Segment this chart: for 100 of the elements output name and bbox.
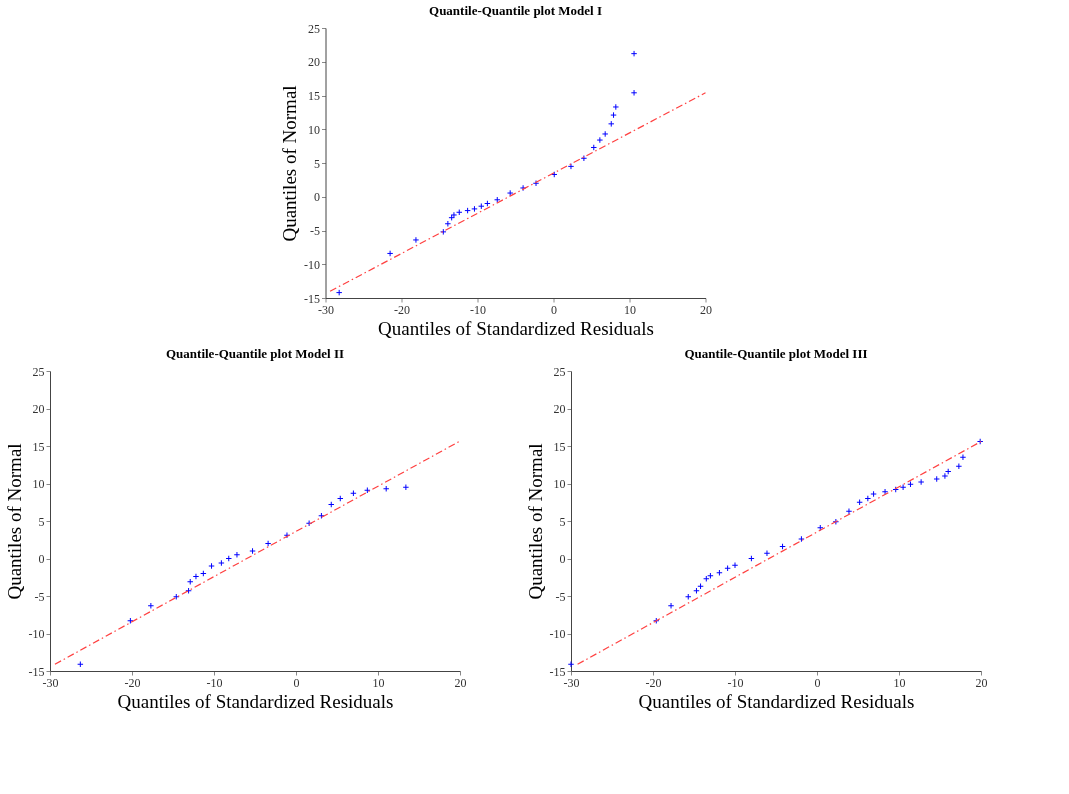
point	[899, 484, 907, 491]
x-tick-label: -10	[727, 675, 744, 690]
point	[763, 550, 771, 557]
x-tick-label: -20	[394, 302, 410, 317]
y-tick-label: 25	[32, 364, 45, 379]
point	[731, 562, 739, 569]
y-tick-label: -15	[304, 291, 320, 306]
y-tick-label: -15	[28, 664, 45, 679]
y-tick-label: 10	[32, 477, 45, 491]
point	[596, 136, 604, 144]
point	[519, 184, 527, 192]
y-tick-label: -15	[549, 664, 566, 679]
point	[382, 485, 390, 492]
point	[440, 228, 447, 236]
point	[218, 559, 225, 567]
y-tick-label: -10	[549, 627, 566, 641]
x-tick-label: -10	[470, 302, 486, 317]
point	[630, 89, 638, 97]
y-tick-label: -5	[555, 589, 566, 604]
point	[506, 189, 514, 197]
chart-title: Quantile-Quantile plot Model II	[165, 346, 345, 361]
point	[630, 50, 638, 57]
y-tick-label: 0	[38, 552, 45, 566]
x-tick-label: -20	[645, 675, 662, 690]
y-tick-label: 20	[32, 402, 45, 416]
point	[471, 205, 478, 213]
y-tick-label: 5	[38, 514, 45, 529]
point	[941, 472, 949, 480]
y-tick-label: 15	[553, 439, 566, 454]
y-tick-label: -10	[28, 627, 45, 641]
point	[612, 103, 620, 111]
y-tick-label: 5	[314, 156, 320, 171]
point	[881, 488, 889, 495]
point	[864, 495, 872, 502]
x-tick-label: 10	[624, 302, 636, 317]
point	[249, 547, 256, 555]
y-tick-label: 25	[308, 21, 320, 36]
point	[590, 144, 598, 151]
y-tick-label: 10	[553, 477, 566, 491]
y-tick-label: 10	[308, 122, 320, 137]
x-tick-label: -30	[42, 675, 59, 690]
point	[955, 463, 963, 470]
point	[233, 551, 241, 558]
x-axis-title: Quantiles of Standardized Residuals	[378, 317, 654, 339]
x-tick-label: 0	[293, 675, 300, 690]
x-tick-label: 10	[893, 675, 906, 690]
x-tick-label: 20	[454, 675, 467, 690]
y-tick-label: -5	[310, 224, 320, 238]
x-tick-label: 0	[814, 675, 821, 690]
x-tick-label: -30	[563, 675, 580, 690]
point	[567, 163, 575, 170]
point	[444, 220, 452, 227]
point	[412, 236, 420, 244]
y-tick-label: -10	[304, 257, 320, 272]
x-axis-title: Quantiles of Standardized Residuals	[638, 690, 915, 712]
y-tick-label: 0	[314, 190, 320, 205]
point	[845, 508, 853, 515]
y-tick-label: -5	[34, 589, 45, 604]
point	[608, 120, 615, 128]
y-tick-label: 5	[559, 514, 566, 529]
y-tick-label: 15	[32, 439, 45, 454]
y-axis-title: Quantiles of Normal	[279, 85, 300, 242]
point	[917, 478, 925, 486]
chart-title: Quantile-Quantile plot Model I	[429, 3, 602, 18]
chart-title: Quantile-Quantile plot Model III	[684, 346, 868, 361]
point	[870, 490, 877, 498]
y-tick-label: 25	[553, 364, 566, 379]
point	[192, 573, 200, 580]
y-axis-title: Quantiles of Normal	[3, 443, 25, 600]
y-tick-label: 20	[553, 402, 566, 416]
point	[601, 130, 609, 138]
point	[832, 518, 840, 525]
point	[335, 289, 343, 296]
point	[798, 535, 805, 543]
y-tick-label: 20	[308, 55, 320, 70]
point	[208, 562, 215, 570]
point	[305, 520, 313, 527]
x-tick-label: 20	[700, 302, 712, 317]
x-axis-title: Quantiles of Standardized Residuals	[117, 690, 394, 712]
point	[580, 155, 588, 162]
point	[478, 202, 485, 210]
point	[959, 454, 967, 461]
point	[532, 180, 540, 187]
y-axis-title: Quantiles of Normal	[524, 443, 546, 600]
x-tick-label: -20	[124, 675, 141, 690]
y-tick-label: 0	[559, 552, 566, 566]
point	[402, 484, 410, 491]
point	[386, 250, 394, 257]
x-tick-label: -30	[318, 302, 334, 317]
x-tick-label: 10	[372, 675, 385, 690]
point	[610, 111, 617, 119]
point	[667, 602, 675, 609]
point	[147, 602, 155, 609]
point	[264, 540, 272, 547]
point	[933, 475, 940, 483]
y-tick-label: 15	[308, 89, 320, 103]
point	[567, 661, 575, 668]
point	[186, 578, 194, 585]
point	[944, 468, 952, 475]
x-tick-label: -10	[206, 675, 223, 690]
